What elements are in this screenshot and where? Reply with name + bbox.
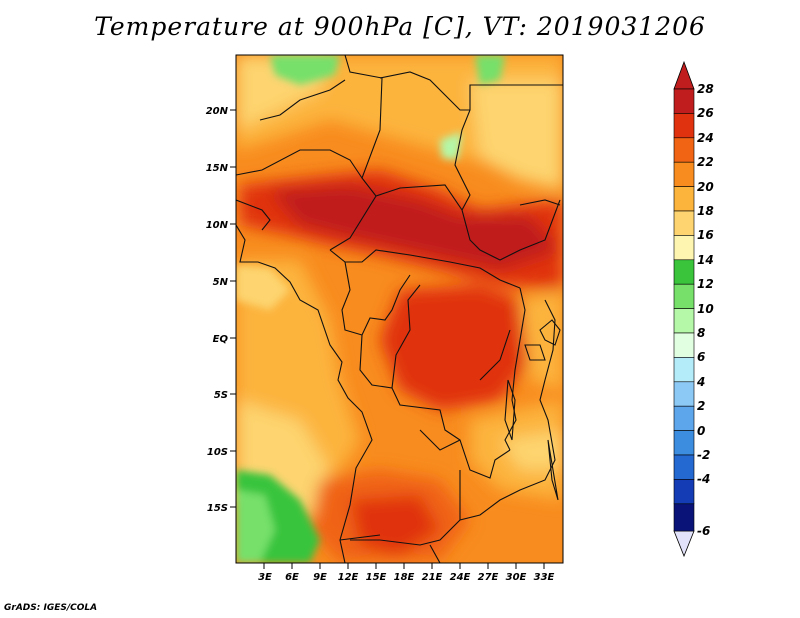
- longitude-axis: 3E 6E 9E 12E 15E 18E 21E 24E 27E 30E 33E: [258, 563, 555, 583]
- map-frame: [235, 54, 564, 564]
- colorbar-segment: [673, 283, 695, 309]
- lon-label: 18E: [394, 572, 415, 583]
- colorbar-label: 26: [697, 106, 714, 120]
- colorbar-label: 22: [697, 155, 714, 169]
- colorbar-label: -4: [697, 472, 710, 486]
- lat-label: 5N: [213, 277, 229, 288]
- country-borders: [236, 55, 563, 563]
- colorbar-segment: [673, 210, 695, 236]
- colorbar-arrow-bottom: [673, 530, 695, 558]
- lat-label: 20N: [206, 106, 229, 117]
- lon-label: 6E: [285, 572, 299, 583]
- lon-label: 12E: [338, 572, 359, 583]
- colorbar-label: 10: [697, 302, 714, 316]
- colorbar-segment: [673, 405, 695, 431]
- colorbar-label: 2: [697, 399, 705, 413]
- latitude-axis: 20N 15N 10N 5N EQ 5S 10S 15S: [206, 106, 236, 514]
- colorbar-segment: [673, 357, 695, 383]
- lon-label: 3E: [258, 572, 272, 583]
- colorbar-arrow-top: [673, 60, 695, 90]
- lat-label: 5S: [214, 390, 228, 401]
- colorbar-segment: [673, 454, 695, 480]
- colorbar-label: 4: [696, 375, 705, 389]
- colorbar-segment: [673, 113, 695, 139]
- colorbar-segment: [673, 381, 695, 407]
- lat-label: EQ: [213, 334, 229, 345]
- colorbar-segment: [673, 88, 695, 114]
- lon-label: 21E: [422, 572, 443, 583]
- colorbar-label: 0: [697, 424, 705, 438]
- colorbar-segment: [673, 235, 695, 261]
- colorbar-segment: [673, 332, 695, 358]
- temperature-field: [236, 55, 563, 563]
- lat-label: 15S: [207, 503, 228, 514]
- colorbar-segment: [673, 503, 695, 532]
- colorbar-segment: [673, 479, 695, 505]
- lon-label: 15E: [366, 572, 387, 583]
- colorbar-segment: [673, 308, 695, 334]
- colorbar-label: 24: [697, 131, 714, 145]
- colorbar-segment: [673, 161, 695, 187]
- colorbar-segment: [673, 137, 695, 163]
- chart-title: Temperature at 900hPa [C], VT: 201903120…: [94, 12, 706, 41]
- colorbar-label: 18: [697, 204, 714, 218]
- lat-label: 10S: [207, 447, 228, 458]
- lat-label: 10N: [206, 220, 229, 231]
- lat-label: 15N: [206, 163, 229, 174]
- grads-credit: GrADS: IGES/COLA: [4, 603, 98, 613]
- colorbar-label: 12: [697, 277, 714, 291]
- colorbar-label: 28: [697, 82, 714, 96]
- colorbar-segment: [673, 430, 695, 456]
- lon-label: 9E: [313, 572, 327, 583]
- lon-label: 27E: [478, 572, 499, 583]
- colorbar-segment: [673, 259, 695, 285]
- lon-label: 33E: [534, 572, 555, 583]
- colorbar-label: 6: [697, 350, 705, 364]
- lon-label: 30E: [506, 572, 527, 583]
- colorbar-segment: [673, 186, 695, 212]
- colorbar-label: -2: [697, 448, 710, 462]
- colorbar-label: -6: [697, 524, 710, 538]
- colorbar-label: 20: [697, 180, 714, 194]
- colorbar: 28 26 24 22 20 18 16 14 12 10 8 6 4 2 0 …: [673, 60, 714, 558]
- colorbar-label: 14: [697, 253, 714, 267]
- lon-label: 24E: [450, 572, 471, 583]
- colorbar-label: 8: [697, 326, 705, 340]
- colorbar-label: 16: [697, 228, 714, 242]
